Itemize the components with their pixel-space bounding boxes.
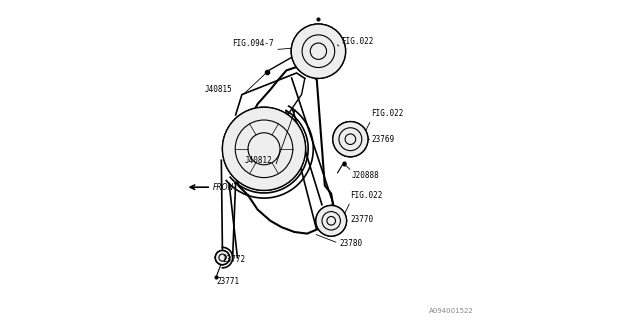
Circle shape bbox=[215, 251, 230, 265]
Circle shape bbox=[291, 24, 346, 78]
Circle shape bbox=[316, 205, 347, 236]
Circle shape bbox=[223, 107, 306, 190]
Circle shape bbox=[223, 107, 306, 190]
Text: FIG.094-7: FIG.094-7 bbox=[232, 39, 274, 48]
Text: A094001522: A094001522 bbox=[429, 308, 474, 314]
Circle shape bbox=[291, 24, 346, 78]
Text: 23772: 23772 bbox=[223, 255, 246, 264]
Text: FIG.022: FIG.022 bbox=[371, 109, 404, 118]
Text: 23769: 23769 bbox=[371, 135, 394, 144]
Text: FIG.022: FIG.022 bbox=[340, 37, 373, 46]
Text: J40812: J40812 bbox=[244, 156, 272, 165]
Text: J40815: J40815 bbox=[204, 85, 232, 94]
Text: 23780: 23780 bbox=[339, 239, 362, 248]
Text: 23771: 23771 bbox=[216, 277, 239, 286]
Text: FIG.022: FIG.022 bbox=[351, 191, 383, 200]
Circle shape bbox=[333, 122, 368, 157]
Circle shape bbox=[333, 122, 368, 157]
Text: J20888: J20888 bbox=[352, 171, 380, 180]
Circle shape bbox=[215, 251, 230, 265]
Text: FRONT: FRONT bbox=[212, 183, 239, 192]
Circle shape bbox=[316, 205, 347, 236]
Text: 23770: 23770 bbox=[351, 215, 374, 224]
